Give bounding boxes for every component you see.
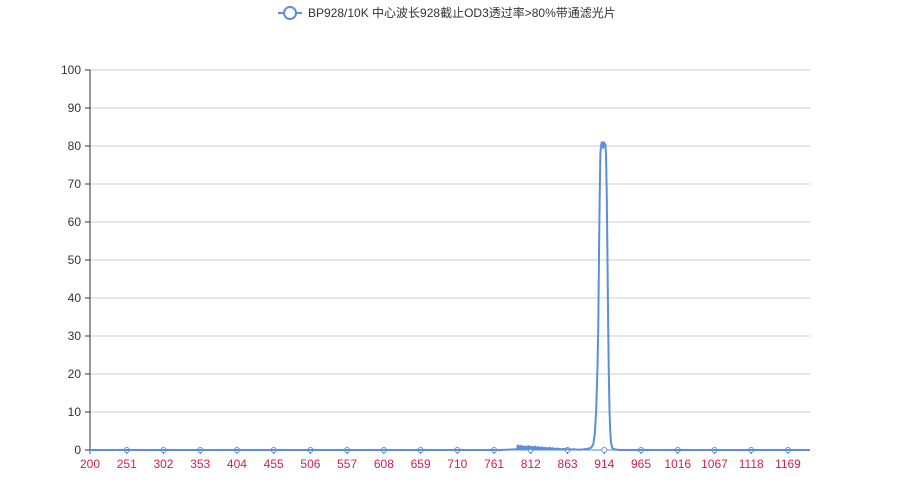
y-tick-label: 30 [68,329,82,343]
x-tick-label: 353 [190,457,210,471]
x-tick-label: 710 [447,457,467,471]
x-tick-label: 506 [300,457,320,471]
y-tick-label: 60 [68,215,82,229]
series-line[interactable] [90,141,810,451]
series-layer [90,141,810,451]
y-tick-label: 100 [61,63,81,77]
x-tick-label: 659 [411,457,431,471]
x-tick-label: 251 [117,457,137,471]
x-tick-label: 1067 [701,457,728,471]
x-tick-label: 455 [264,457,284,471]
legend-series-label: BP928/10K 中心波长928截止OD3透过率>80%带通滤光片 [308,6,616,20]
chart-legend[interactable]: BP928/10K 中心波长928截止OD3透过率>80%带通滤光片 [0,0,900,24]
x-tick-label: 863 [558,457,578,471]
y-tick-label: 40 [68,291,82,305]
y-tick-label: 0 [74,443,81,457]
x-tick-label: 761 [484,457,504,471]
y-axis: 0 10 20 30 40 50 60 70 80 90 100 [61,63,91,457]
y-tick-label: 80 [68,139,82,153]
x-tick-label: 404 [227,457,247,471]
x-tick-label: 965 [631,457,651,471]
baseline-point-marker [601,447,608,453]
legend-item[interactable]: BP928/10K 中心波长928截止OD3透过率>80%带通滤光片 [278,4,616,21]
x-axis: 200 251 302 353 404 455 506 557 608 659 710 761 812 8… [80,447,810,471]
x-tick-label: 812 [521,457,541,471]
y-tick-label: 50 [68,253,82,267]
legend-line-marker-icon [278,5,302,20]
x-tick-label: 302 [153,457,173,471]
y-tick-label: 10 [68,405,82,419]
x-tick-label: 557 [337,457,357,471]
x-tick-label: 200 [80,457,100,471]
x-tick-label: 1169 [775,457,801,471]
x-tick-label: 914 [594,457,614,471]
chart-grid [90,69,810,413]
x-tick-label: 608 [374,457,394,471]
x-tick-label: 1118 [739,457,764,471]
y-tick-label: 70 [68,177,82,191]
y-tick-label: 20 [68,367,82,381]
y-tick-label: 90 [68,101,82,115]
x-tick-label: 1016 [664,457,691,471]
